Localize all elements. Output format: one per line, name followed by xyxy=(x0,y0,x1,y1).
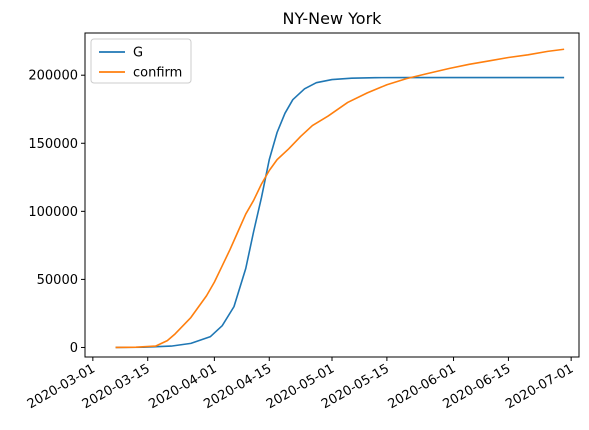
y-tick-label: 0 xyxy=(70,341,78,356)
legend-label-g: G xyxy=(133,46,143,61)
series-line-g xyxy=(115,76,565,349)
y-tick-label: 200000 xyxy=(28,69,78,84)
y-tick-label: 150000 xyxy=(28,137,78,152)
y-tick-label: 100000 xyxy=(28,205,78,220)
legend-label-confirm: confirm xyxy=(133,66,182,81)
plot-area xyxy=(115,48,565,349)
axes: 0500001000001500002000002020-03-012020-0… xyxy=(25,32,580,412)
chart-title: NY-New York xyxy=(283,9,383,28)
x-tick-label: 2020-07-01 xyxy=(503,361,576,412)
series-line-confirm xyxy=(115,48,565,349)
y-tick-label: 50000 xyxy=(37,273,78,288)
